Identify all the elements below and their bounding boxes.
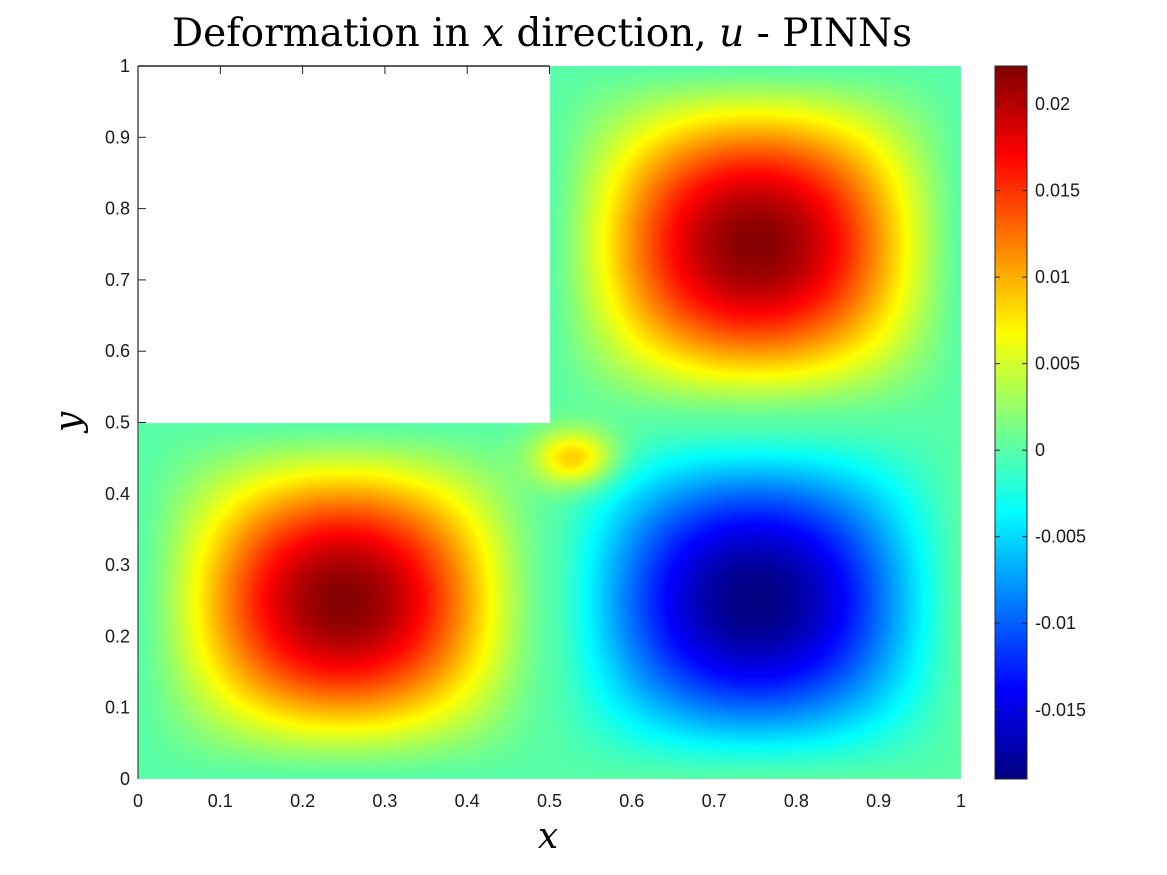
y-tick-label: 0 [120,769,130,789]
y-tick-label: 0.5 [105,413,130,433]
y-tick-label: 0.1 [105,698,130,718]
x-tick-label: 0.3 [372,791,397,811]
y-tick-label: 0.7 [105,270,130,290]
y-tick-label: 0.2 [105,626,130,646]
y-axis-label: y [48,411,89,434]
x-tick-label: 0.5 [537,791,562,811]
y-tick-label: 0.8 [105,199,130,219]
colorbar-tick-label: 0.015 [1035,181,1080,201]
y-tick-label: 1 [120,56,130,76]
x-tick-label: 0 [133,791,143,811]
x-axis-label: x [538,816,558,857]
colorbar-tick-label: -0.005 [1035,527,1086,547]
colorbar-tick-label: -0.01 [1035,613,1076,633]
colorbar-tick-label: 0.01 [1035,267,1070,287]
colorbar-tick-label: 0 [1035,440,1045,460]
axes: 0 0.1 0.2 0.3 0.4 0.5 0.6 0.7 0.8 0.9 1 0 0.1 0.2 0.3 0… [105,56,966,811]
x-tick-label: 0.4 [455,791,480,811]
y-tick-label: 0.4 [105,484,130,504]
x-tick-label: 0.1 [208,791,233,811]
x-tick-label: 0.9 [866,791,891,811]
colorbar-tick-label: 0.02 [1035,94,1070,114]
x-tick-label: 0.6 [619,791,644,811]
x-tick-label: 0.2 [290,791,315,811]
x-tick-label: 0.8 [784,791,809,811]
y-tick-label: 0.3 [105,555,130,575]
x-tick-label: 0.7 [702,791,727,811]
colorbar-ticks: -0.015 -0.01 -0.005 0 0.005 0.01 0.015 0.02 [995,94,1086,720]
colorbar-tick-label: -0.015 [1035,700,1086,720]
chart-title: Deformation in x direction, u - PINNs [172,11,912,56]
y-tick-label: 0.6 [105,341,130,361]
colorbar-tick-label: 0.005 [1035,354,1080,374]
colorbar [995,66,1027,779]
y-tick-label: 0.9 [105,127,130,147]
colorbar-frame [994,65,1028,780]
x-tick-label: 1 [956,791,966,811]
heatmap-field [138,66,961,779]
